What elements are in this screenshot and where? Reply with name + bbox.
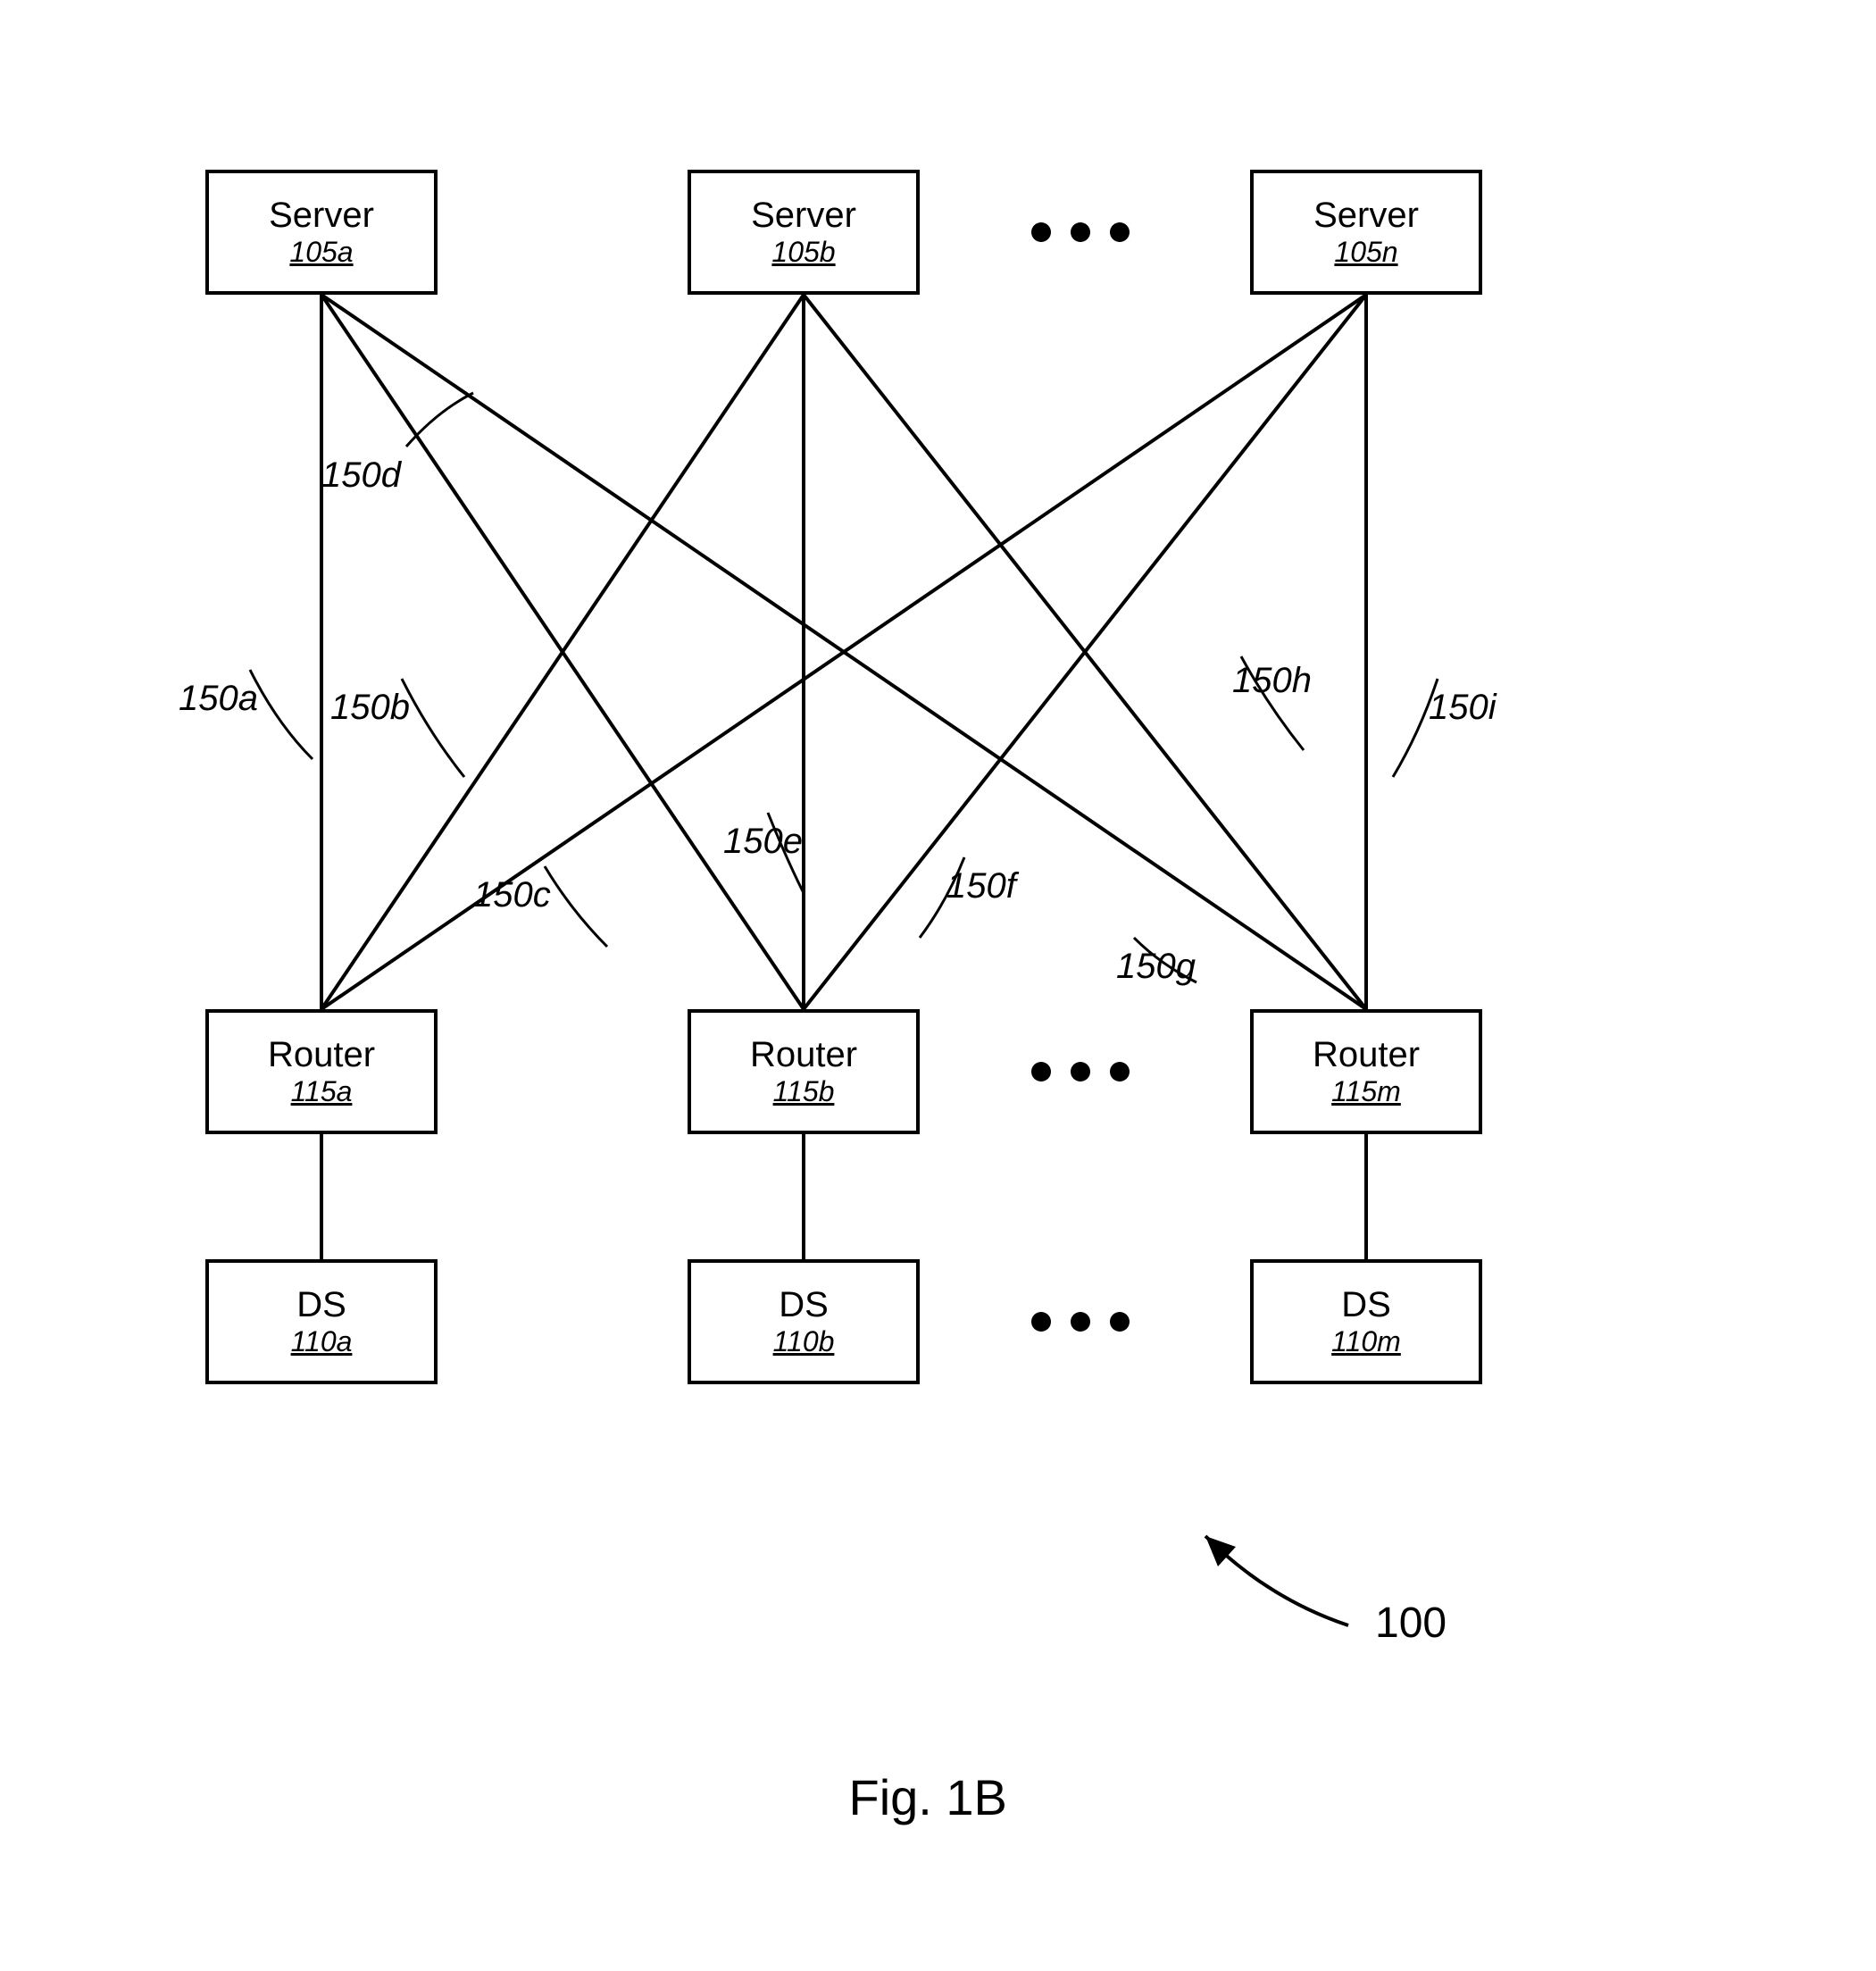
- node-sub: 105b: [771, 238, 835, 268]
- node-sub: 115a: [291, 1077, 353, 1107]
- dot-icon: [1110, 1312, 1130, 1332]
- edge-label-150c: 150c: [473, 875, 551, 915]
- dot-icon: [1031, 222, 1051, 242]
- edge-label-150a: 150a: [179, 679, 258, 719]
- figure-caption: Fig. 1B: [849, 1768, 1007, 1826]
- node-router-a: Router 115a: [205, 1009, 438, 1134]
- node-sub: 110b: [773, 1327, 835, 1357]
- node-title: Server: [1313, 196, 1419, 234]
- edge-label-150i: 150i: [1429, 688, 1497, 728]
- edge-label-150d: 150d: [321, 455, 401, 496]
- dot-icon: [1071, 222, 1090, 242]
- dot-icon: [1031, 1312, 1051, 1332]
- node-server-n: Server 105n: [1250, 170, 1482, 295]
- dot-icon: [1110, 1062, 1130, 1082]
- node-sub: 105a: [289, 238, 353, 268]
- node-sub: 115b: [773, 1077, 835, 1107]
- node-title: DS: [296, 1286, 346, 1324]
- node-ds-a: DS 110a: [205, 1259, 438, 1384]
- node-title: Router: [750, 1036, 857, 1073]
- node-server-a: Server 105a: [205, 170, 438, 295]
- node-title: DS: [1341, 1286, 1391, 1324]
- edge-label-150b: 150b: [330, 688, 410, 728]
- node-router-m: Router 115m: [1250, 1009, 1482, 1134]
- dot-icon: [1071, 1062, 1090, 1082]
- node-sub: 115m: [1331, 1077, 1401, 1107]
- edge-label-150h: 150h: [1232, 661, 1312, 701]
- figure-ref-number: 100: [1375, 1599, 1447, 1648]
- ellipsis-routers: [1031, 1062, 1130, 1082]
- node-sub: 105n: [1334, 238, 1397, 268]
- node-ds-b: DS 110b: [688, 1259, 920, 1384]
- ellipsis-servers: [1031, 222, 1130, 242]
- node-router-b: Router 115b: [688, 1009, 920, 1134]
- node-title: Router: [1313, 1036, 1420, 1073]
- ellipsis-ds: [1031, 1312, 1130, 1332]
- node-title: Server: [751, 196, 856, 234]
- edge-label-150e: 150e: [723, 822, 803, 862]
- node-ds-m: DS 110m: [1250, 1259, 1482, 1384]
- diagram-stage: Server 105a Server 105b Server 105n Rout…: [0, 0, 1876, 1971]
- dot-icon: [1071, 1312, 1090, 1332]
- node-sub: 110a: [291, 1327, 353, 1357]
- network-svg: [0, 0, 1876, 1971]
- node-title: Server: [269, 196, 374, 234]
- node-title: DS: [779, 1286, 829, 1324]
- edge-label-150g: 150g: [1116, 947, 1196, 987]
- dot-icon: [1110, 222, 1130, 242]
- node-sub: 110m: [1331, 1327, 1401, 1357]
- node-server-b: Server 105b: [688, 170, 920, 295]
- dot-icon: [1031, 1062, 1051, 1082]
- node-title: Router: [268, 1036, 375, 1073]
- edge-label-150f: 150f: [946, 866, 1016, 906]
